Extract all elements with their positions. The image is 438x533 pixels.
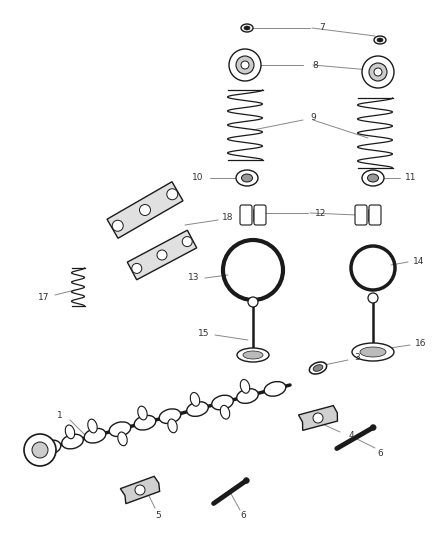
Ellipse shape [187,402,208,416]
Ellipse shape [362,170,384,186]
Ellipse shape [65,425,75,439]
Text: 7: 7 [319,23,325,33]
Circle shape [369,63,387,81]
Circle shape [248,297,258,307]
Ellipse shape [360,347,386,357]
Ellipse shape [84,429,106,443]
FancyBboxPatch shape [240,205,252,225]
FancyBboxPatch shape [254,205,266,225]
Ellipse shape [88,419,97,433]
Circle shape [135,485,145,495]
Circle shape [374,68,382,76]
Ellipse shape [313,365,323,372]
Polygon shape [107,182,183,238]
Circle shape [167,189,178,200]
Circle shape [368,293,378,303]
Circle shape [132,263,142,273]
Text: 6: 6 [240,512,246,521]
Text: 4: 4 [348,431,354,440]
Circle shape [244,478,249,483]
Text: 15: 15 [198,329,210,338]
Ellipse shape [374,36,386,44]
Ellipse shape [244,26,250,30]
Text: 10: 10 [192,174,204,182]
Ellipse shape [220,406,230,419]
Text: 8: 8 [312,61,318,69]
Ellipse shape [236,170,258,186]
Polygon shape [127,230,197,280]
Ellipse shape [367,174,378,182]
Ellipse shape [109,422,131,437]
FancyBboxPatch shape [355,205,367,225]
Circle shape [24,434,56,466]
Ellipse shape [62,434,83,449]
Ellipse shape [264,382,286,396]
Ellipse shape [168,419,177,433]
Circle shape [229,49,261,81]
Circle shape [362,56,394,88]
Polygon shape [299,406,337,430]
FancyBboxPatch shape [369,205,381,225]
Ellipse shape [237,389,258,403]
Ellipse shape [241,24,253,32]
Ellipse shape [159,409,181,424]
Circle shape [139,205,151,215]
Circle shape [182,237,192,247]
Text: 14: 14 [413,256,425,265]
Circle shape [241,61,249,69]
Text: 11: 11 [405,174,417,182]
Text: 18: 18 [222,214,234,222]
Ellipse shape [138,406,147,420]
Ellipse shape [237,348,269,362]
Ellipse shape [118,432,127,446]
Ellipse shape [352,343,394,361]
Ellipse shape [309,362,327,374]
Circle shape [112,220,123,231]
Text: 13: 13 [188,273,200,282]
Circle shape [157,250,167,260]
Ellipse shape [240,379,250,393]
Ellipse shape [241,174,252,182]
Ellipse shape [39,440,61,455]
Circle shape [370,424,376,431]
Polygon shape [120,477,159,504]
Text: 1: 1 [57,410,63,419]
Ellipse shape [134,415,156,430]
Text: 12: 12 [315,208,327,217]
Circle shape [236,56,254,74]
Circle shape [313,413,323,423]
Text: 16: 16 [415,340,427,349]
Text: 6: 6 [377,448,383,457]
Ellipse shape [243,351,263,359]
Text: 9: 9 [310,114,316,123]
Ellipse shape [377,38,383,42]
Ellipse shape [190,392,200,406]
Text: 5: 5 [155,511,161,520]
Text: 3: 3 [354,353,360,362]
Text: 17: 17 [38,294,50,303]
Circle shape [32,442,48,458]
Ellipse shape [212,395,233,410]
